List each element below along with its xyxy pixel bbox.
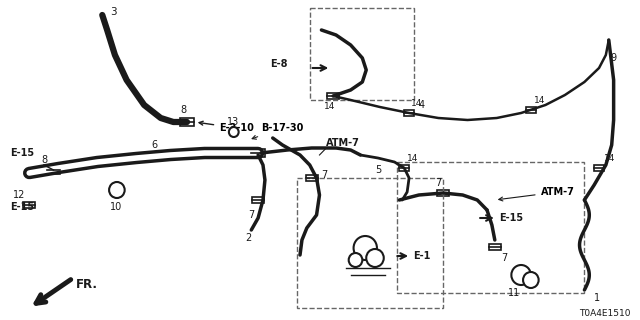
Text: T0A4E1510: T0A4E1510 (580, 308, 631, 317)
Text: 7: 7 (321, 170, 328, 180)
Text: 12: 12 (13, 190, 25, 200)
Bar (310, 8, 414, 100)
Text: 8: 8 (180, 105, 186, 115)
Text: E-15: E-15 (10, 148, 34, 158)
FancyBboxPatch shape (404, 110, 414, 116)
FancyBboxPatch shape (489, 244, 500, 250)
Text: 14: 14 (411, 99, 422, 108)
Text: 7: 7 (502, 253, 508, 263)
Circle shape (366, 249, 384, 267)
Circle shape (523, 272, 539, 288)
Circle shape (349, 253, 362, 267)
Text: E-15: E-15 (499, 213, 523, 223)
FancyBboxPatch shape (47, 166, 60, 174)
Text: 8: 8 (41, 155, 47, 165)
Text: E-3-10: E-3-10 (199, 121, 254, 133)
FancyBboxPatch shape (594, 165, 604, 171)
Text: 14: 14 (407, 154, 419, 163)
Text: 11: 11 (508, 288, 521, 298)
Text: FR.: FR. (76, 278, 98, 292)
Text: 14: 14 (534, 95, 545, 105)
Text: E-1: E-1 (413, 251, 430, 261)
FancyBboxPatch shape (399, 165, 409, 171)
Text: 3: 3 (110, 7, 116, 17)
Text: 7: 7 (248, 210, 255, 220)
Bar (397, 162, 584, 293)
Text: 10: 10 (110, 202, 122, 212)
Text: 9: 9 (611, 53, 617, 63)
FancyBboxPatch shape (327, 93, 339, 99)
Text: 13: 13 (227, 117, 239, 127)
FancyBboxPatch shape (24, 202, 35, 208)
Text: 2: 2 (246, 233, 252, 243)
Text: ATM-7: ATM-7 (499, 187, 575, 201)
Text: 4: 4 (419, 100, 425, 110)
Text: 6: 6 (151, 140, 157, 150)
Circle shape (511, 265, 531, 285)
Text: E-8: E-8 (270, 59, 287, 69)
Text: 7: 7 (435, 178, 442, 188)
Text: B-17-30: B-17-30 (252, 123, 303, 139)
Circle shape (109, 182, 125, 198)
FancyBboxPatch shape (306, 175, 317, 181)
FancyBboxPatch shape (252, 197, 264, 203)
FancyBboxPatch shape (180, 118, 194, 126)
Text: E-15: E-15 (10, 202, 34, 212)
Text: 14: 14 (604, 154, 615, 163)
Text: 14: 14 (324, 101, 336, 110)
Text: 5: 5 (375, 165, 381, 175)
Circle shape (353, 236, 377, 260)
FancyBboxPatch shape (526, 107, 536, 113)
Circle shape (229, 127, 239, 137)
Bar (297, 178, 443, 308)
FancyBboxPatch shape (437, 190, 449, 196)
FancyBboxPatch shape (252, 149, 265, 157)
Text: 1: 1 (594, 293, 600, 303)
Text: ATM-7: ATM-7 (326, 138, 360, 148)
